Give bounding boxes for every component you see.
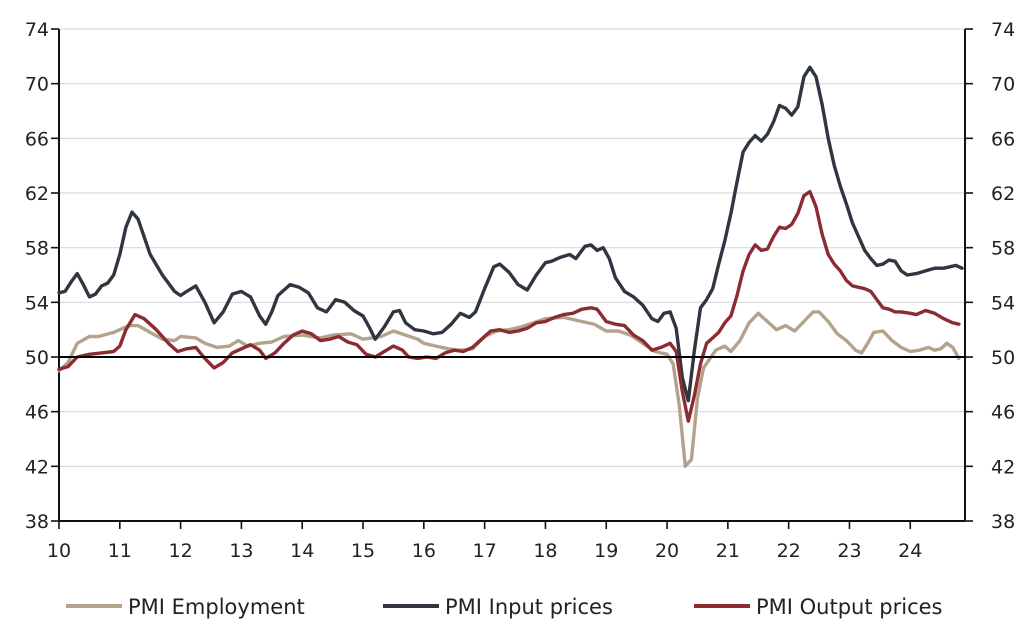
left-y-tick-label: 46 bbox=[25, 402, 49, 424]
x-tick-label: 23 bbox=[837, 540, 861, 562]
left-y-tick-label: 54 bbox=[25, 292, 49, 314]
right-y-tick-label: 62 bbox=[991, 183, 1015, 205]
left-y-tick-label: 38 bbox=[25, 511, 49, 533]
legend-label: PMI Employment bbox=[128, 595, 305, 619]
left-y-tick-label: 58 bbox=[25, 238, 49, 260]
x-tick-label: 20 bbox=[655, 540, 679, 562]
left-y-tick-label: 42 bbox=[25, 456, 49, 478]
left-y-tick-label: 74 bbox=[25, 19, 49, 41]
left-y-axis-ticks: 38 42 46 50 54 58 62 66 70 74 bbox=[25, 19, 59, 533]
series-line-pmi-output-prices bbox=[57, 189, 961, 423]
x-tick-label: 24 bbox=[898, 540, 922, 562]
right-y-axis-ticks: 38 42 46 50 54 58 62 66 70 74 bbox=[965, 19, 1015, 533]
right-y-tick-label: 54 bbox=[991, 292, 1015, 314]
right-y-tick-label: 70 bbox=[991, 74, 1015, 96]
x-tick-label: 16 bbox=[412, 540, 436, 562]
right-y-tick-label: 66 bbox=[991, 128, 1015, 150]
left-y-tick-label: 50 bbox=[25, 347, 49, 369]
series-line-pmi-employment bbox=[57, 310, 961, 468]
x-tick-label: 19 bbox=[594, 540, 618, 562]
x-tick-label: 10 bbox=[47, 540, 71, 562]
x-tick-label: 21 bbox=[716, 540, 740, 562]
axes bbox=[58, 29, 966, 522]
series-lines bbox=[57, 65, 964, 468]
x-axis-ticks: 10 11 12 13 14 15 16 17 18 19 20 21 22 23 24 bbox=[47, 521, 922, 562]
x-tick-label: 12 bbox=[169, 540, 193, 562]
x-tick-label: 22 bbox=[777, 540, 801, 562]
x-tick-label: 13 bbox=[229, 540, 253, 562]
x-tick-label: 14 bbox=[290, 540, 314, 562]
left-y-tick-label: 70 bbox=[25, 74, 49, 96]
x-tick-label: 18 bbox=[533, 540, 557, 562]
x-tick-label: 17 bbox=[473, 540, 497, 562]
x-tick-label: 15 bbox=[351, 540, 375, 562]
legend-label: PMI Output prices bbox=[756, 595, 942, 619]
y-gridlines bbox=[59, 28, 965, 522]
right-y-tick-label: 38 bbox=[991, 511, 1015, 533]
series-line-pmi-input-prices bbox=[57, 65, 964, 403]
right-y-tick-label: 42 bbox=[991, 456, 1015, 478]
legend: PMI Employment PMI Input prices PMI Output… bbox=[66, 595, 942, 619]
right-y-tick-label: 46 bbox=[991, 402, 1015, 424]
left-y-tick-label: 66 bbox=[25, 128, 49, 150]
x-tick-label: 11 bbox=[108, 540, 132, 562]
legend-label: PMI Input prices bbox=[445, 595, 613, 619]
right-y-tick-label: 74 bbox=[991, 19, 1015, 41]
right-y-tick-label: 50 bbox=[991, 347, 1015, 369]
right-y-tick-label: 58 bbox=[991, 238, 1015, 260]
left-y-tick-label: 62 bbox=[25, 183, 49, 205]
